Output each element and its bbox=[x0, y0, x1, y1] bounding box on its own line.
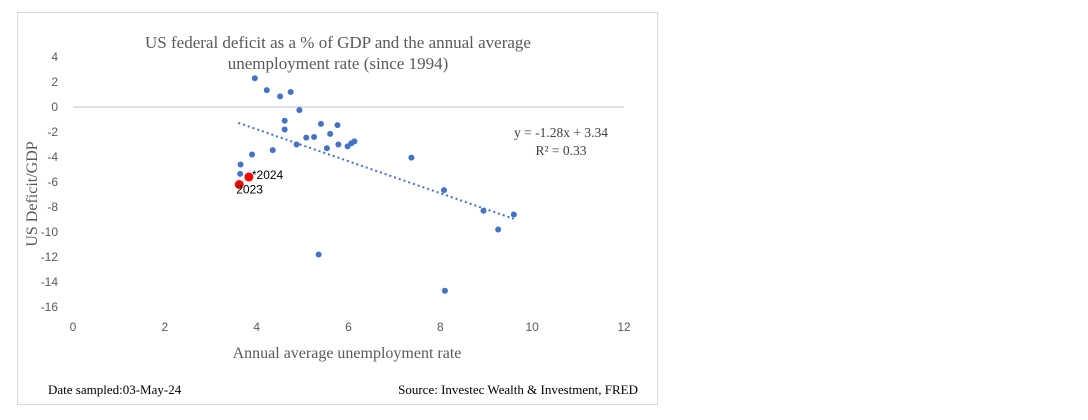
scatter-chart: US federal deficit as a % of GDP and the… bbox=[24, 33, 638, 397]
data-point bbox=[263, 87, 270, 94]
y-tick-label: -12 bbox=[41, 250, 59, 264]
highlight-point bbox=[234, 180, 244, 189]
y-tick-label: -4 bbox=[47, 150, 58, 164]
data-point bbox=[303, 134, 310, 141]
data-point bbox=[317, 120, 324, 127]
date-sampled: Date sampled:03-May-24 bbox=[48, 382, 182, 397]
x-tick-label: 2 bbox=[161, 320, 168, 334]
highlight-point bbox=[244, 172, 254, 182]
y-tick-label: -16 bbox=[41, 300, 59, 314]
data-point bbox=[281, 117, 288, 124]
y-tick-label: -10 bbox=[41, 225, 59, 239]
y-axis-label: US Deficit/GDP bbox=[24, 141, 41, 246]
data-point bbox=[296, 107, 303, 114]
data-point bbox=[480, 207, 487, 214]
y-tick-label: -6 bbox=[47, 175, 58, 189]
x-tick-label: 6 bbox=[345, 320, 352, 334]
data-point bbox=[510, 211, 517, 218]
y-tick-label: 2 bbox=[51, 75, 58, 89]
x-axis-ticks: 0 2 4 6 8 10 12 bbox=[70, 320, 631, 334]
data-point bbox=[315, 251, 322, 258]
data-point bbox=[269, 147, 276, 154]
data-point bbox=[334, 122, 341, 129]
data-point bbox=[277, 93, 284, 100]
data-point bbox=[441, 287, 448, 294]
data-point bbox=[344, 143, 351, 150]
x-tick-label: 8 bbox=[437, 320, 444, 334]
y-tick-label: 4 bbox=[51, 50, 58, 64]
data-point bbox=[441, 187, 448, 194]
point-label: *2024 bbox=[252, 168, 284, 182]
x-tick-label: 0 bbox=[70, 320, 77, 334]
data-point bbox=[323, 145, 330, 152]
chart-title-line-1: US federal deficit as a % of GDP and the… bbox=[145, 33, 531, 52]
x-tick-label: 4 bbox=[253, 320, 260, 334]
trendline-r-squared: R² = 0.33 bbox=[535, 143, 586, 158]
data-points bbox=[234, 75, 517, 294]
point-label: 2023 bbox=[236, 183, 263, 197]
data-point bbox=[495, 226, 502, 233]
chart-frame: US federal deficit as a % of GDP and the… bbox=[17, 12, 658, 405]
data-point bbox=[251, 75, 258, 82]
data-point bbox=[237, 161, 244, 168]
data-point bbox=[281, 126, 288, 133]
data-point bbox=[408, 154, 415, 161]
data-point bbox=[293, 141, 300, 148]
data-point bbox=[311, 134, 318, 140]
data-point bbox=[335, 141, 342, 148]
y-tick-label: -14 bbox=[41, 275, 59, 289]
x-tick-label: 10 bbox=[525, 320, 539, 334]
chart-title-line-2: unemployment rate (since 1994) bbox=[228, 54, 448, 73]
source-note: Source: Investec Wealth & Investment, FR… bbox=[398, 382, 638, 397]
data-point bbox=[287, 89, 294, 95]
x-tick-label: 12 bbox=[617, 320, 631, 334]
data-point bbox=[249, 151, 256, 158]
y-tick-label: 0 bbox=[51, 100, 58, 114]
y-tick-label: -8 bbox=[47, 200, 58, 214]
data-point bbox=[327, 130, 334, 137]
trendline-equation: y = -1.28x + 3.34 bbox=[514, 125, 608, 140]
trendline bbox=[237, 121, 515, 220]
y-axis-ticks: 4 2 0 -2 -4 -6 -8 -10 -12 -14 -16 bbox=[41, 50, 59, 314]
y-tick-label: -2 bbox=[47, 125, 58, 139]
data-point bbox=[237, 170, 244, 177]
x-axis-label: Annual average unemployment rate bbox=[233, 345, 462, 362]
